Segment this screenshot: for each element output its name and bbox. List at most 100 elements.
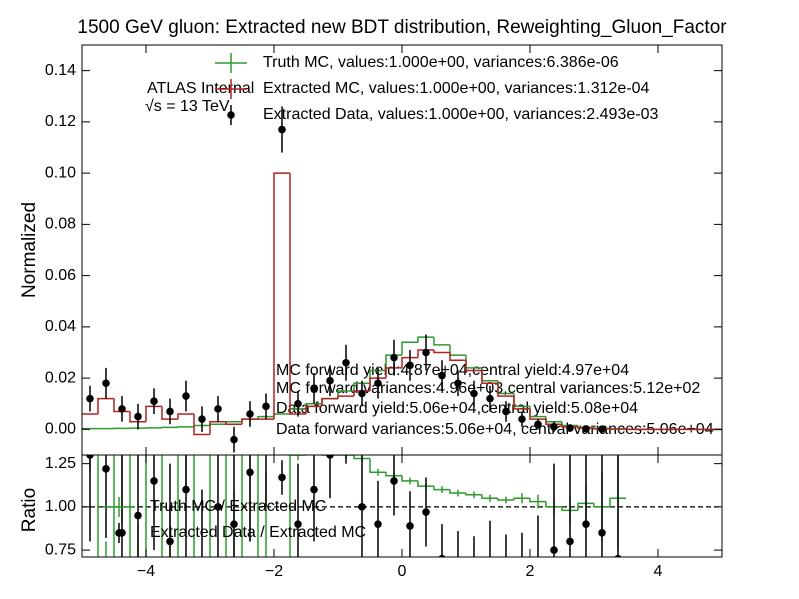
data-point xyxy=(550,546,558,554)
data-point xyxy=(150,397,158,405)
histogram-step xyxy=(401,341,418,356)
data-point xyxy=(198,415,206,423)
histogram-step xyxy=(177,413,194,420)
data-point xyxy=(310,485,318,494)
histogram-step xyxy=(241,455,243,557)
experiment-label: ATLAS Internal xyxy=(147,80,254,97)
histogram-step xyxy=(465,360,482,372)
legend-marker xyxy=(115,529,123,537)
histogram-step xyxy=(401,356,418,368)
legend-label: Extracted Data / Extracted MC xyxy=(150,524,366,541)
y-tick-label: 0.00 xyxy=(45,421,76,438)
histogram-step xyxy=(161,426,178,429)
y-tick-label: 0.04 xyxy=(45,318,76,335)
x-tick-label: 4 xyxy=(654,563,663,580)
data-point xyxy=(230,520,238,528)
histogram-step xyxy=(209,423,226,426)
histogram-step xyxy=(369,458,386,474)
data-point xyxy=(86,394,94,403)
legend-marker xyxy=(227,111,235,119)
histogram-step xyxy=(129,455,131,557)
histogram-step xyxy=(241,418,258,425)
data-point xyxy=(342,358,350,367)
histogram-step xyxy=(449,352,466,361)
data-point xyxy=(326,376,334,385)
data-point xyxy=(358,503,366,511)
histogram-step xyxy=(193,414,210,436)
histogram-step xyxy=(273,172,290,420)
histogram-step xyxy=(561,506,578,512)
histogram-step xyxy=(609,497,626,507)
histogram-step xyxy=(321,455,338,456)
data-point xyxy=(246,468,254,477)
histogram-step xyxy=(545,501,562,508)
data-point xyxy=(198,572,206,580)
data-point xyxy=(518,590,526,598)
data-point xyxy=(454,562,462,570)
data-point xyxy=(390,353,398,362)
histogram-step xyxy=(177,455,179,557)
yield-note: MC forward variances:4.96e+03,central va… xyxy=(276,380,700,397)
histogram-step xyxy=(305,405,322,414)
data-point xyxy=(518,415,526,423)
legend-label: Extracted Data, values:1.000e+00, varian… xyxy=(263,106,658,123)
histogram-step xyxy=(353,455,370,460)
data-point xyxy=(182,485,190,494)
histogram-step xyxy=(529,408,546,420)
data-point xyxy=(598,425,606,433)
histogram-step xyxy=(257,415,274,420)
histogram-step xyxy=(321,397,338,407)
data-point xyxy=(534,420,542,429)
histogram-step xyxy=(449,489,466,494)
data-point xyxy=(550,423,558,431)
histogram-step xyxy=(481,370,498,384)
histogram-step xyxy=(497,498,514,501)
histogram-step xyxy=(161,406,178,420)
data-point xyxy=(150,477,158,485)
y-tick-label: 0.06 xyxy=(45,267,76,284)
histogram-step xyxy=(513,396,530,410)
data-point xyxy=(134,511,142,520)
data-point xyxy=(406,361,414,370)
histogram-step xyxy=(513,497,530,500)
histogram-step xyxy=(97,397,114,414)
y-axis-label: Normalized xyxy=(19,202,40,298)
data-point xyxy=(406,522,414,530)
histogram-step xyxy=(433,349,450,354)
x-tick-label: −4 xyxy=(137,563,155,580)
data-point xyxy=(310,384,318,393)
data-point xyxy=(86,455,94,459)
plot-area xyxy=(82,106,722,453)
plot-area xyxy=(82,446,722,598)
data-point xyxy=(294,520,302,528)
data-point xyxy=(182,392,190,400)
x-tick-label: 2 xyxy=(526,563,535,580)
data-point xyxy=(214,405,222,413)
histogram-step xyxy=(145,405,162,422)
histogram-step xyxy=(225,421,242,425)
histogram-step xyxy=(369,377,386,391)
data-point xyxy=(102,379,110,388)
histogram-step xyxy=(193,455,195,557)
data-point xyxy=(422,348,430,357)
histogram-step xyxy=(129,411,146,423)
data-point xyxy=(470,570,478,578)
histogram-step xyxy=(337,395,354,399)
energy-label: √s = 13 TeV xyxy=(145,98,230,115)
data-point xyxy=(118,405,126,413)
y-tick-label: 0.08 xyxy=(45,216,76,233)
yield-note: MC forward yield:4.87e+04,central yield:… xyxy=(276,362,629,379)
data-point xyxy=(374,520,382,528)
histogram-step xyxy=(433,337,450,346)
data-point xyxy=(358,389,366,398)
y-tick-label: 0.12 xyxy=(45,113,76,130)
data-point xyxy=(262,402,270,411)
histogram-step xyxy=(306,446,322,455)
y-tick-label: 1.25 xyxy=(45,455,76,472)
data-point xyxy=(454,379,462,388)
histogram-step xyxy=(577,502,594,511)
data-point xyxy=(374,379,382,388)
legend-label: Truth MC / Extracted MC xyxy=(150,498,326,515)
data-point xyxy=(214,503,222,511)
